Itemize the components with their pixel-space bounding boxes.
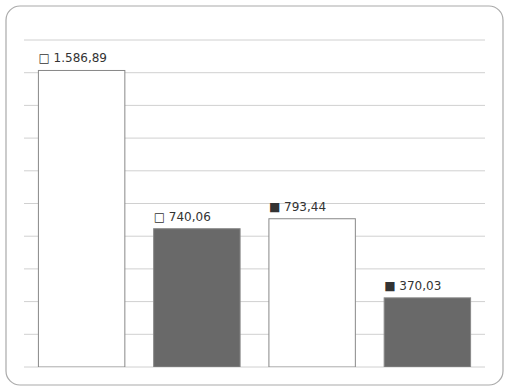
grid <box>24 40 485 367</box>
chart: □ 1.586,89 □ 740,06 ■ 793,44 ■ 370,03 <box>0 0 509 391</box>
data-label: ■ 370,03 <box>384 279 441 293</box>
bar <box>269 219 355 367</box>
bar <box>154 229 240 367</box>
grid-line <box>24 40 485 41</box>
data-label: □ 740,06 <box>154 210 211 224</box>
bar <box>38 70 124 367</box>
data-labels: □ 1.586,89 □ 740,06 ■ 793,44 ■ 370,03 <box>38 51 441 292</box>
bars <box>38 70 470 367</box>
bar <box>384 298 470 367</box>
data-label: ■ 793,44 <box>269 200 326 214</box>
frame-border <box>6 6 503 385</box>
data-label: □ 1.586,89 <box>38 51 107 65</box>
